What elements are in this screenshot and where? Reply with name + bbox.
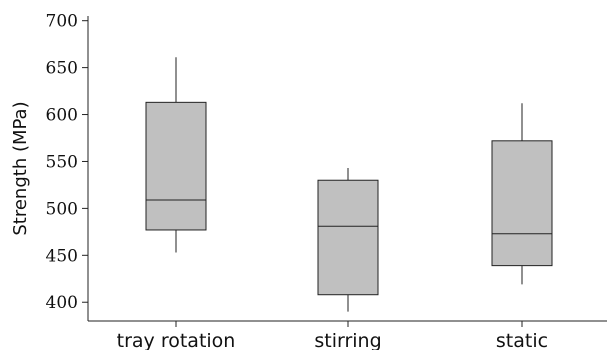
y-tick-label: 400 xyxy=(46,293,78,313)
y-tick-label: 500 xyxy=(46,199,78,219)
box-group xyxy=(317,168,379,312)
box-group xyxy=(491,103,553,285)
y-tick-label: 700 xyxy=(46,12,78,32)
box-iqr xyxy=(491,140,553,267)
box-iqr xyxy=(145,101,207,231)
box-iqr xyxy=(317,179,379,296)
y-tick-label: 650 xyxy=(46,59,78,79)
x-tick-label: static xyxy=(496,330,548,350)
x-ticks: tray rotation stirring static xyxy=(117,321,548,350)
y-ticks: 400 450 500 550 600 650 700 xyxy=(46,12,88,313)
x-tick-label: tray rotation xyxy=(117,330,236,350)
y-tick-label: 600 xyxy=(46,106,78,126)
x-tick-label: stirring xyxy=(314,330,381,350)
y-tick-label: 450 xyxy=(46,246,78,266)
y-axis-title: Strength (MPa) xyxy=(10,101,31,235)
boxes xyxy=(145,57,553,312)
box-group xyxy=(145,57,207,253)
y-tick-label: 550 xyxy=(46,152,78,172)
